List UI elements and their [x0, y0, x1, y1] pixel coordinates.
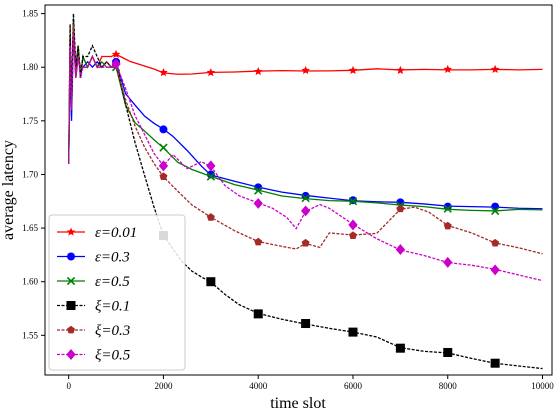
data-point — [396, 204, 405, 213]
data-point — [301, 319, 311, 329]
legend-marker — [66, 301, 76, 310]
data-point — [206, 277, 216, 287]
y-tick-label: 1.80 — [22, 62, 38, 72]
data-point — [491, 202, 500, 211]
data-point — [253, 197, 263, 209]
series-line — [68, 34, 543, 282]
x-tick-label: 4000 — [249, 381, 268, 391]
data-point — [490, 264, 500, 276]
legend-label: ε=0.3 — [95, 250, 130, 266]
series-line — [68, 24, 543, 255]
y-axis-label: average latency — [0, 140, 17, 240]
data-point — [348, 219, 358, 231]
data-point — [300, 205, 311, 217]
data-point — [254, 186, 263, 195]
x-tick-label: 0 — [66, 381, 71, 391]
data-point — [159, 125, 168, 134]
data-point — [490, 206, 500, 216]
data-point — [111, 58, 121, 70]
data-point — [206, 213, 215, 221]
data-point — [348, 65, 358, 75]
legend-label: ξ=0.3 — [95, 323, 130, 339]
plot-frame — [44, 4, 553, 376]
legend-item: ε=0.3 — [57, 250, 130, 266]
series-3 — [68, 18, 543, 216]
legend-label: ξ=0.5 — [95, 348, 131, 364]
series-line — [68, 18, 543, 212]
series-5 — [68, 24, 543, 255]
y-tick-label: 1.65 — [22, 223, 38, 233]
x-tick-label: 10000 — [531, 381, 554, 391]
legend-marker — [66, 349, 76, 360]
series-line — [68, 24, 543, 164]
legend-item: ε=0.5 — [57, 274, 130, 290]
data-point — [349, 231, 357, 239]
data-point — [490, 358, 500, 368]
data-point — [396, 65, 405, 75]
legend-marker — [67, 325, 75, 334]
series-2 — [68, 34, 543, 211]
data-point — [301, 238, 310, 247]
data-point — [206, 172, 216, 181]
y-tick-label: 1.60 — [22, 277, 38, 287]
legend-box — [48, 214, 186, 371]
data-point — [301, 193, 310, 203]
legend-label: ε=0.01 — [95, 225, 137, 241]
data-point — [206, 68, 216, 77]
data-point — [395, 244, 405, 255]
legend-marker — [67, 252, 75, 261]
x-axis-ticks: 0 2000 4000 6000 8000 10000 — [66, 375, 554, 391]
y-axis-ticks: 1.55 1.60 1.65 1.70 1.75 1.80 1.85 — [22, 9, 45, 340]
data-point — [159, 172, 168, 180]
data-point — [253, 66, 263, 76]
data-point — [206, 160, 216, 172]
data-point — [254, 237, 263, 246]
y-tick-label: 1.75 — [22, 116, 38, 126]
data-point — [159, 143, 168, 152]
legend: ε=0.01 ε=0.3 ε=0.5 ξ=0.1 ξ=0.3 ξ=0.5 — [48, 214, 186, 371]
data-point — [348, 197, 358, 206]
data-point — [111, 49, 121, 58]
series-6 — [68, 34, 543, 282]
x-tick-label: 6000 — [344, 381, 363, 391]
x-axis-label: time slot — [270, 395, 326, 412]
data-point — [443, 204, 452, 213]
y-tick-label: 1.85 — [22, 9, 38, 19]
legend-item: ξ=0.3 — [57, 323, 130, 339]
legend-label: ε=0.5 — [95, 274, 130, 290]
series-layer — [68, 13, 543, 370]
data-point — [253, 309, 263, 319]
x-tick-label: 2000 — [154, 381, 173, 391]
data-point — [301, 65, 310, 75]
data-point — [443, 347, 453, 357]
legend-label: ξ=0.1 — [95, 299, 130, 315]
legend-item: ε=0.01 — [57, 225, 137, 241]
legend-item: ξ=0.1 — [57, 299, 130, 315]
data-point — [490, 64, 500, 73]
y-tick-label: 1.55 — [22, 330, 38, 340]
data-point — [348, 327, 358, 337]
series-line — [68, 34, 543, 210]
data-point — [443, 64, 453, 73]
legend-marker — [66, 276, 76, 286]
legend-marker — [66, 227, 76, 236]
data-point — [159, 68, 168, 77]
data-point — [491, 238, 500, 247]
series-1 — [68, 24, 543, 164]
legend-item: ξ=0.5 — [57, 348, 131, 364]
data-point — [158, 160, 169, 172]
data-point — [443, 221, 452, 230]
y-tick-label: 1.70 — [22, 169, 38, 179]
x-tick-label: 8000 — [439, 381, 458, 391]
data-point — [395, 343, 405, 353]
data-point — [443, 256, 453, 268]
